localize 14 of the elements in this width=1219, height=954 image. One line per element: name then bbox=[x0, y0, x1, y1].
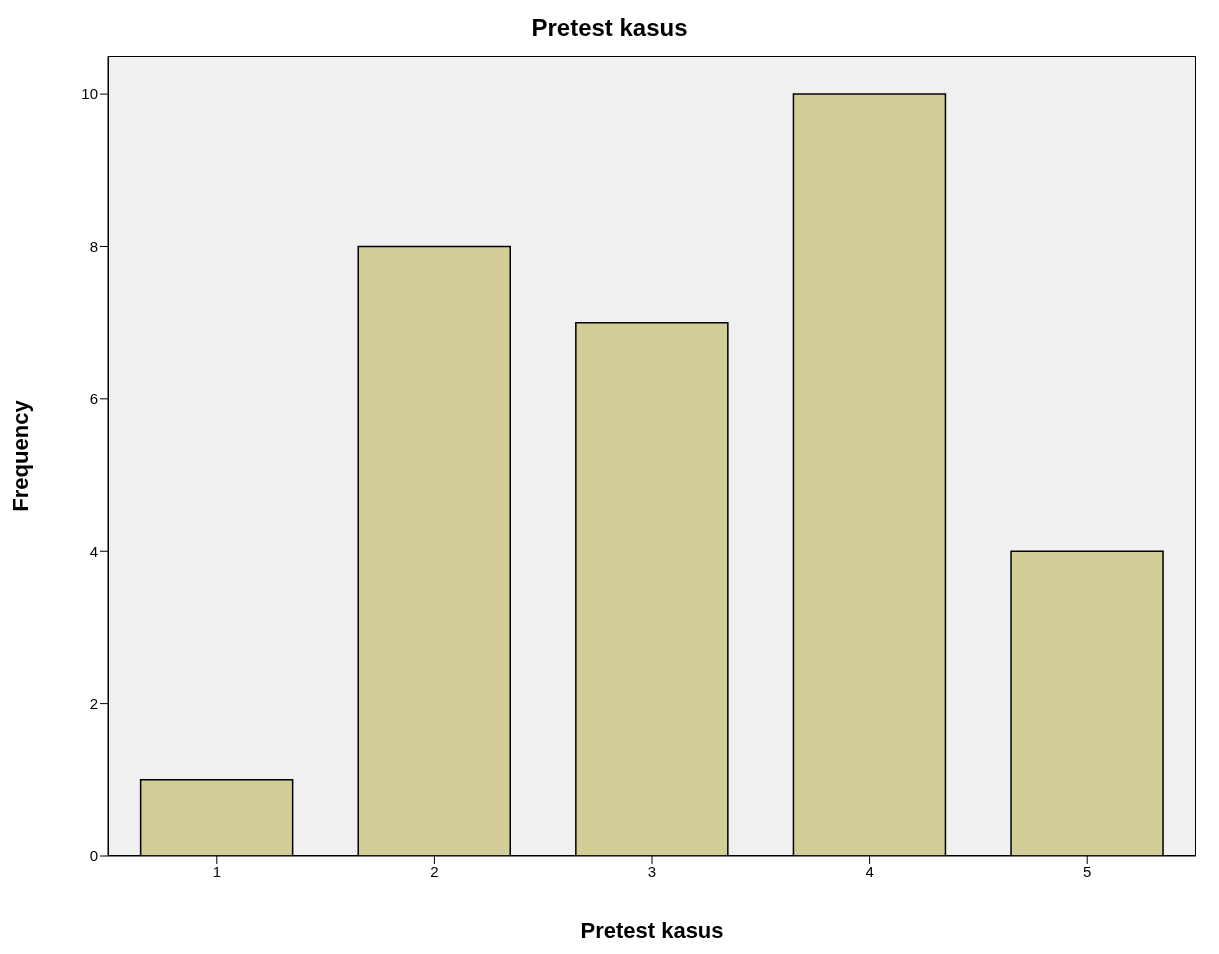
x-tick-label: 3 bbox=[647, 862, 657, 880]
x-tick-label: 4 bbox=[865, 862, 874, 880]
y-tick-label: 0 bbox=[89, 847, 98, 865]
y-tick-label: 4 bbox=[89, 542, 98, 560]
x-tick-label: 2 bbox=[430, 862, 439, 880]
y-tick-label: 8 bbox=[89, 237, 98, 255]
y-axis-title: Frequency bbox=[7, 399, 33, 512]
y-tick-label: 6 bbox=[89, 390, 98, 408]
x-axis-title: Pretest kasus bbox=[580, 918, 724, 943]
x-tick-label: 1 bbox=[212, 862, 221, 880]
chart-title: Pretest kasus bbox=[530, 13, 689, 43]
y-tick-label: 10 bbox=[81, 85, 98, 103]
x-tick-label: 5 bbox=[1083, 862, 1092, 880]
y-tick-label: 2 bbox=[89, 694, 98, 712]
